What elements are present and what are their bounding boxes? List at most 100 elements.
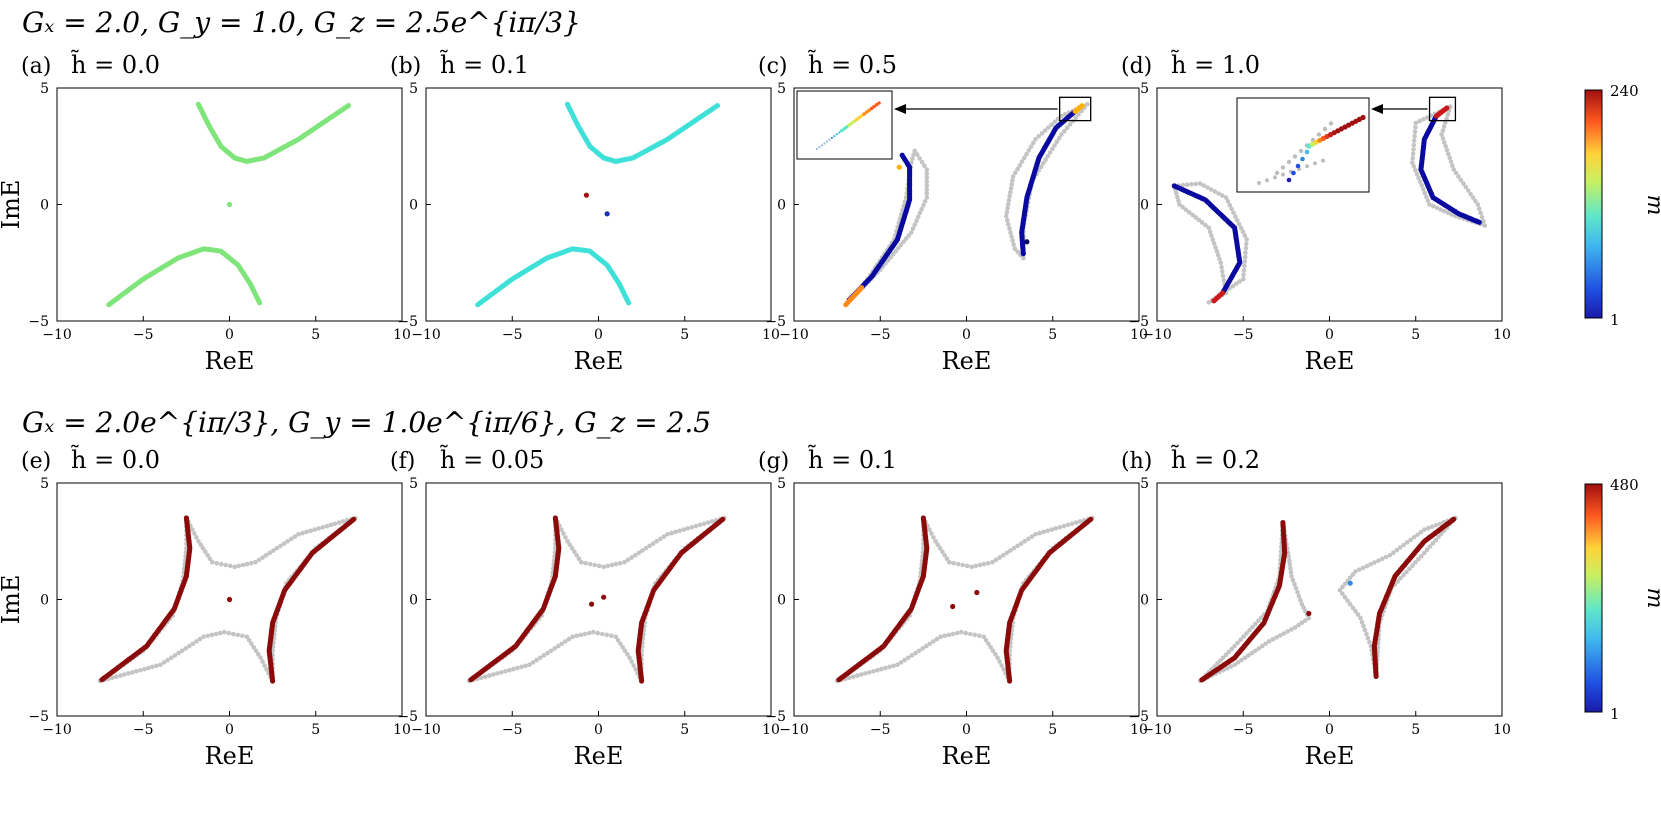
isolated-point (226, 201, 233, 208)
row2-title: Gₓ = 2.0e^{iπ/3}, G_y = 1.0e^{iπ/6}, G_z… (22, 406, 711, 439)
grey-spectrum-point (1365, 635, 1371, 641)
grey-spectrum-point (1434, 205, 1440, 211)
grey-spectrum-point (1235, 660, 1241, 665)
grey-spectrum-point (1256, 618, 1261, 623)
isolated-point (226, 596, 233, 603)
grey-spectrum-point (511, 666, 516, 672)
grey-spectrum-point (1229, 646, 1235, 652)
grey-spectrum-point (320, 525, 326, 530)
grey-spectrum-point (1292, 581, 1297, 587)
grey-spectrum-point (1019, 159, 1025, 164)
grey-spectrum-point (1443, 144, 1448, 149)
grey-spectrum-point (578, 632, 584, 638)
grey-spectrum-point (661, 534, 667, 539)
grey-spectrum-point (1229, 206, 1234, 212)
grey-spectrum-point (1479, 214, 1485, 220)
grey-spectrum-point (850, 674, 856, 679)
grey-spectrum-point (933, 539, 938, 544)
grey-spectrum-point (1049, 527, 1055, 532)
grey-spectrum-point (1340, 591, 1345, 596)
inset-point (842, 126, 847, 131)
grey-spectrum-point (1299, 620, 1305, 626)
grey-spectrum-point (1243, 246, 1249, 251)
grey-spectrum-point (1277, 633, 1283, 638)
grey-spectrum-point (964, 563, 970, 569)
isolated-point (1024, 239, 1030, 245)
grey-spectrum-point (929, 531, 934, 536)
grey-spectrum-point (1451, 167, 1456, 172)
grey-spectrum-point (1215, 661, 1220, 666)
grey-spectrum-point (223, 562, 228, 568)
colorbar-gradient (1584, 89, 1603, 319)
grey-spectrum-point (523, 663, 528, 669)
grey-spectrum-point (1230, 283, 1236, 289)
colorbar-row1: 240 1 m̄ (1584, 82, 1661, 329)
grey-spectrum-point (629, 659, 634, 664)
grey-spectrum-point (631, 663, 636, 668)
grey-spectrum-point (1444, 116, 1449, 121)
inset-point (840, 128, 844, 133)
grey-spectrum-point (1054, 139, 1060, 145)
grey-spectrum-point (1050, 146, 1055, 152)
grey-spectrum-point (960, 562, 965, 568)
grey-spectrum-point (552, 646, 557, 651)
x-tick-label: −10 (411, 327, 441, 343)
grey-spectrum-point (615, 638, 621, 643)
colored-spectrum-point (1088, 516, 1094, 522)
grey-spectrum-point (198, 542, 204, 547)
grey-spectrum-point (1398, 576, 1403, 581)
grey-spectrum-point (1296, 593, 1302, 599)
grey-spectrum-point (1249, 650, 1255, 656)
grey-spectrum-point (1196, 217, 1202, 223)
grey-spectrum-point (271, 548, 276, 553)
grey-spectrum-point (1259, 643, 1265, 649)
inset-frame (1236, 97, 1370, 193)
grey-spectrum-point (1296, 622, 1301, 628)
grey-spectrum-point (627, 655, 632, 661)
x-tick-label: 10 (393, 722, 411, 738)
grey-spectrum-point (1383, 554, 1389, 560)
grey-spectrum-point (1456, 174, 1461, 179)
grey-spectrum-point (240, 562, 246, 568)
grey-spectrum-point (1422, 190, 1428, 196)
zoom-box (1059, 96, 1092, 122)
grey-spectrum-point (1337, 587, 1343, 593)
grey-spectrum-point (885, 258, 891, 263)
grey-spectrum-point (1008, 190, 1013, 195)
inset-grey-point (1305, 164, 1309, 169)
grey-spectrum-point (677, 528, 682, 534)
zoom-box (1428, 96, 1457, 122)
grey-spectrum-point (1418, 529, 1424, 535)
grey-spectrum-point (898, 660, 904, 665)
grey-spectrum-point (1212, 189, 1218, 194)
grey-spectrum-point (883, 665, 888, 671)
grey-spectrum-point (871, 669, 876, 674)
grey-spectrum-point (244, 561, 250, 567)
grey-spectrum-point (559, 527, 564, 532)
grey-spectrum-point (969, 564, 974, 570)
x-tick-label: 5 (311, 722, 320, 738)
grey-spectrum-point (1437, 521, 1443, 527)
grey-spectrum-point (920, 646, 925, 651)
inset-point (854, 117, 859, 122)
grey-spectrum-point (650, 541, 656, 546)
grey-spectrum-point (1298, 597, 1303, 603)
grey-spectrum-point (1217, 256, 1222, 262)
x-tick-label: 5 (1048, 722, 1057, 738)
grey-spectrum-point (1372, 560, 1377, 565)
grey-spectrum-point (146, 665, 151, 671)
grey-spectrum-point (1225, 199, 1231, 204)
x-tick-label: 10 (1493, 327, 1511, 343)
grey-spectrum-point (530, 660, 536, 665)
grey-spectrum-point (1184, 182, 1190, 187)
y-tick-label: −5 (1128, 314, 1149, 330)
grey-spectrum-point (583, 560, 588, 566)
plot-area (97, 515, 358, 684)
grey-spectrum-point (592, 562, 597, 568)
grey-spectrum-point (1177, 202, 1182, 207)
grey-spectrum-point (1219, 264, 1224, 270)
grey-spectrum-point (1206, 225, 1212, 231)
grey-spectrum-point (336, 520, 342, 525)
grey-spectrum-point (1424, 194, 1429, 200)
grey-spectrum-point (1361, 623, 1366, 629)
